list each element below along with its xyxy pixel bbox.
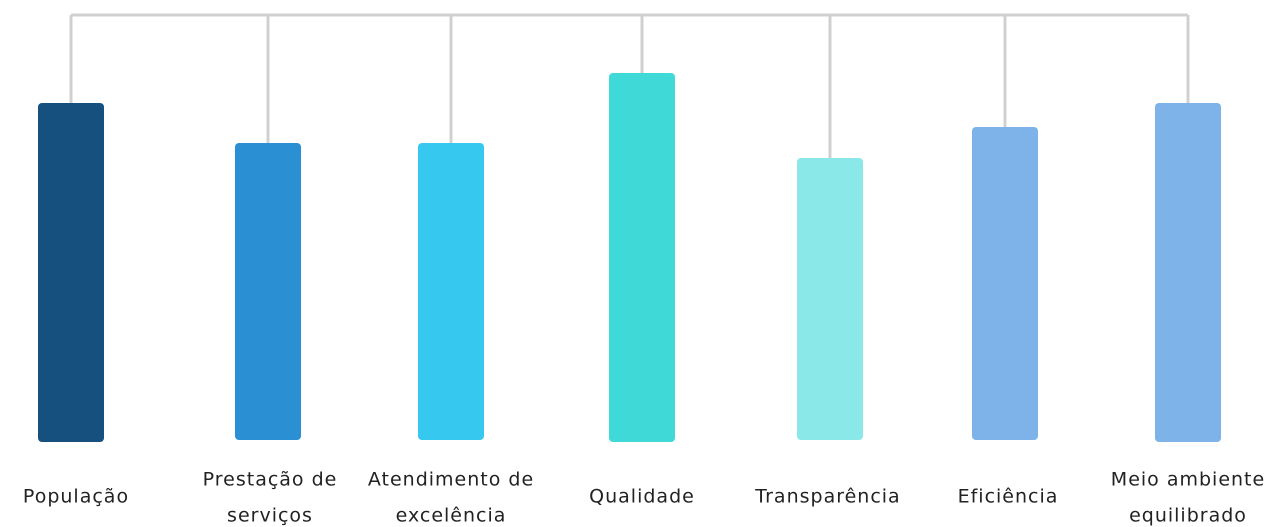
pillar-label: excelência [396, 505, 507, 527]
pillar [972, 127, 1038, 440]
pillar-label: População [23, 486, 129, 508]
pillar-label: equilibrado [1129, 505, 1247, 527]
pillar [609, 73, 675, 442]
pillar-label: serviços [227, 505, 313, 527]
pillar [1155, 103, 1221, 442]
pillar-label: Eficiência [958, 486, 1059, 508]
pillar-label: Prestação de [203, 469, 338, 491]
pillar-label: Atendimento de [368, 469, 534, 491]
pillar-label: Meio ambiente [1111, 469, 1265, 491]
pillar [418, 143, 484, 440]
pillar [38, 103, 104, 442]
pillar [797, 158, 863, 440]
pillar [235, 143, 301, 440]
pillar-label: Qualidade [589, 486, 695, 508]
pillar-label: Transparência [754, 486, 900, 508]
